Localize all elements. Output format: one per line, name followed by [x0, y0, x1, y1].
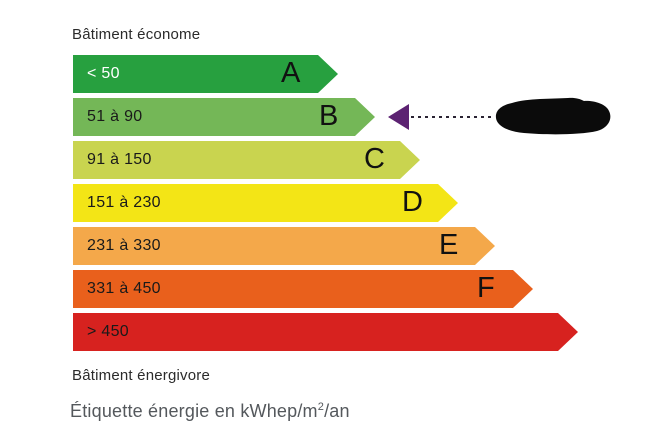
redacted-value-mark	[495, 97, 611, 135]
energy-band-shape	[73, 313, 578, 351]
energy-band-a: < 50 A	[73, 55, 338, 93]
energy-band-f: 331 à 450 F	[73, 270, 533, 308]
unit-caption-pre: Étiquette énergie en kWhep/m	[70, 401, 318, 421]
unit-caption-exponent: 2	[317, 401, 325, 413]
energy-band-range: > 450	[87, 323, 129, 340]
energy-band-range: < 50	[87, 65, 120, 82]
energy-band-shape	[73, 55, 338, 93]
energy-band-shape	[73, 227, 495, 265]
top-caption: Bâtiment économe	[72, 26, 201, 43]
energy-band-range: 231 à 330	[87, 237, 161, 254]
unit-caption: Étiquette énergie en kWhep/m2/an	[70, 400, 350, 422]
energy-band-d: 151 à 230 D	[73, 184, 458, 222]
energy-band-letter: C	[364, 143, 385, 175]
energy-band-range: 51 à 90	[87, 108, 143, 125]
unit-caption-post: /an	[324, 401, 350, 421]
energy-band-letter: B	[319, 100, 339, 132]
energy-band-b: 51 à 90 B	[73, 98, 375, 136]
energy-band-range: 91 à 150	[87, 151, 152, 168]
energy-band-shape	[73, 184, 458, 222]
energy-band-letter: A	[281, 57, 301, 89]
energy-band-shape	[73, 141, 420, 179]
energy-band-letter: F	[477, 272, 495, 304]
energy-band-letter: D	[402, 186, 423, 218]
rating-pointer-arrow-icon	[388, 104, 409, 130]
energy-band-c: 91 à 150 C	[73, 141, 420, 179]
energy-band-range: 151 à 230	[87, 194, 161, 211]
energy-band-g: > 450	[73, 313, 578, 351]
bottom-caption: Bâtiment énergivore	[72, 367, 211, 384]
energy-band-shape	[73, 98, 375, 136]
energy-band-e: 231 à 330 E	[73, 227, 495, 265]
energy-band-letter: E	[439, 229, 459, 261]
rating-pointer-leader-line	[411, 116, 493, 118]
energy-band-range: 331 à 450	[87, 280, 161, 297]
energy-band-shape	[73, 270, 533, 308]
